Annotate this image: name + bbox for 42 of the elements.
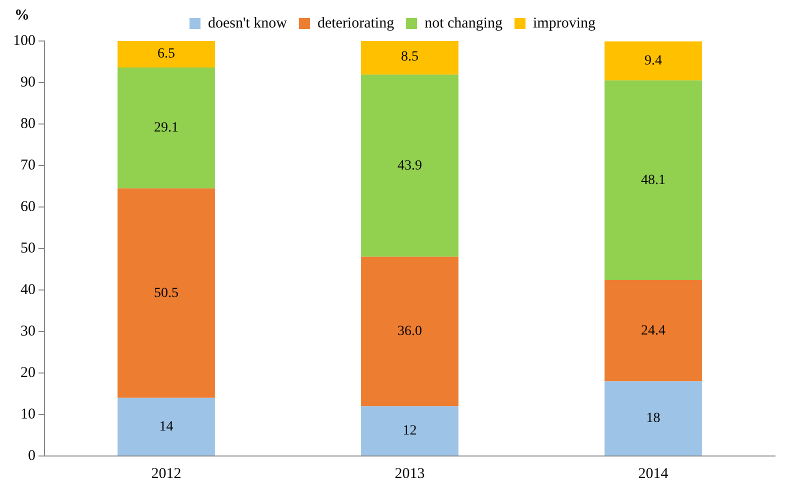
x-tick-label: 2014	[638, 466, 669, 482]
data-label: 48.1	[641, 172, 666, 188]
bar	[604, 381, 702, 456]
data-label: 9.4	[644, 54, 662, 69]
data-label: 8.5	[401, 50, 418, 65]
data-label: 18	[646, 411, 660, 426]
bar	[118, 188, 215, 398]
legend-label: improving	[532, 15, 596, 32]
bar	[118, 41, 215, 68]
y-tick-label: 100	[13, 32, 36, 49]
data-label: 6.5	[158, 46, 175, 62]
bar	[361, 256, 458, 406]
bar	[604, 280, 702, 382]
y-tick-label: 0	[28, 448, 36, 464]
y-tick-label: 10	[20, 406, 36, 422]
legend-label: deteriorating	[317, 15, 395, 32]
legend-label: doesn't know	[208, 15, 288, 32]
bar	[604, 80, 702, 280]
x-tick-label: 2013	[394, 466, 425, 482]
y-tick-label: 50	[20, 240, 36, 256]
y-tick-label: 20	[20, 364, 36, 381]
bar	[118, 68, 215, 188]
y-axis-title: %	[14, 7, 30, 24]
y-tick-label: 30	[20, 323, 36, 340]
data-label: 24.4	[641, 323, 666, 338]
y-tick-label: 90	[20, 74, 36, 90]
bar	[361, 74, 458, 257]
y-tick-label: 80	[20, 116, 36, 132]
data-label: 14	[159, 419, 174, 434]
data-label: 43.9	[398, 158, 422, 174]
y-tick-label: 40	[20, 282, 36, 298]
legend-label: not changing	[424, 15, 503, 32]
data-label: 50.5	[154, 286, 178, 301]
data-label: 12	[402, 424, 417, 439]
bar	[361, 406, 458, 456]
y-tick-label: 70	[20, 157, 36, 174]
x-tick-label: 2012	[151, 466, 182, 482]
bar	[118, 398, 215, 456]
data-label: 29.1	[154, 120, 178, 136]
bar	[604, 41, 702, 80]
y-tick-label: 60	[20, 198, 36, 215]
data-label: 36.0	[398, 324, 422, 340]
